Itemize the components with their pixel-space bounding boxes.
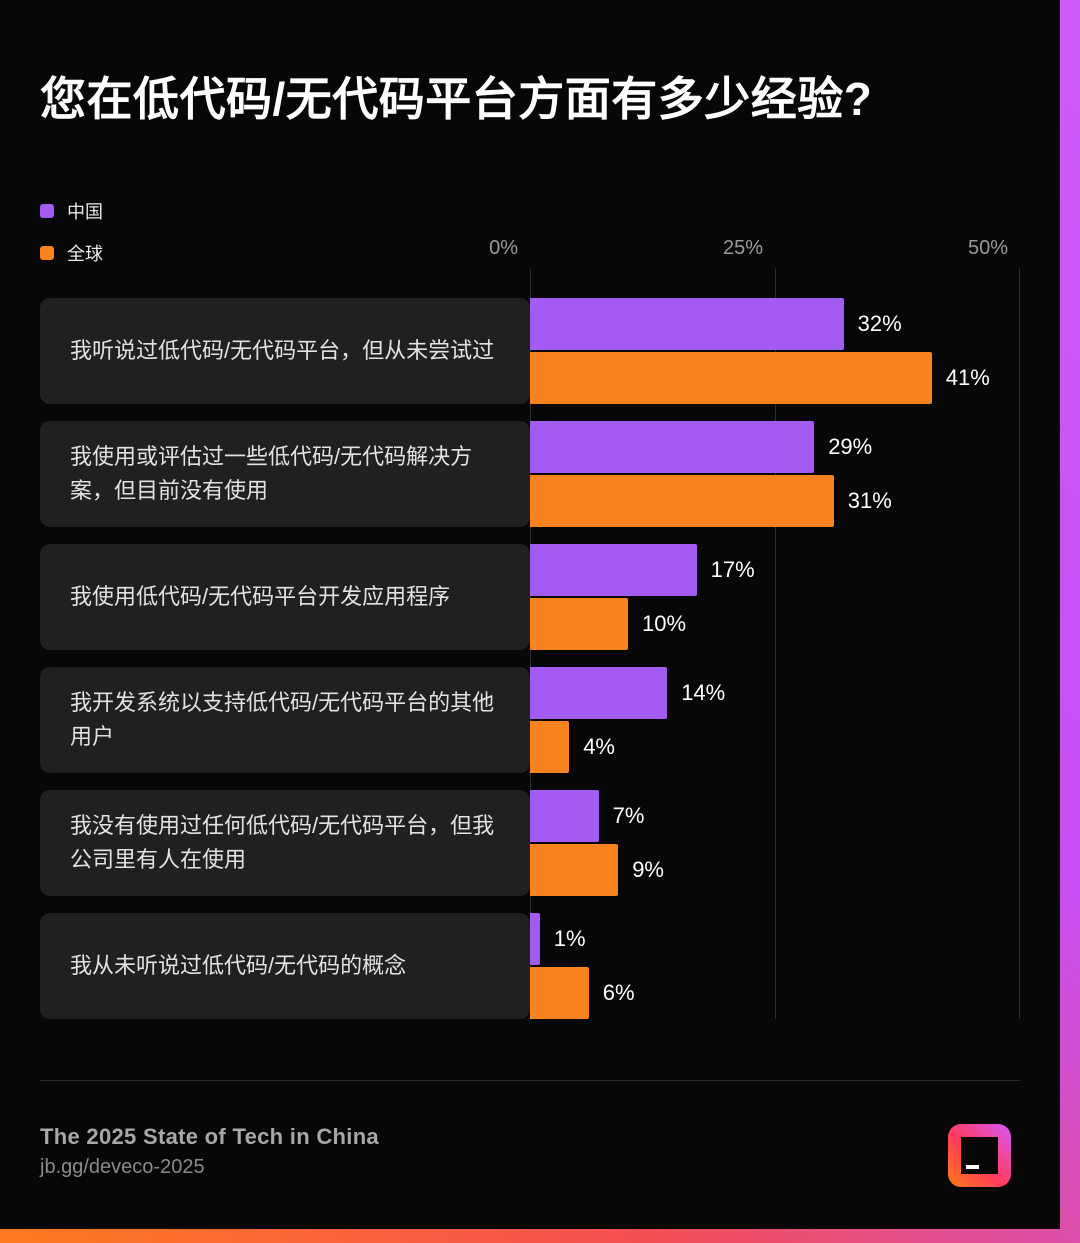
bar-全球: [530, 721, 570, 773]
bar-中国: [530, 667, 668, 719]
bar-row: 29%: [530, 421, 1020, 473]
bar-value-label: 7%: [612, 803, 645, 828]
bar-value-label: 31%: [847, 488, 892, 513]
footer-link: jb.gg/deveco-2025: [40, 1156, 205, 1178]
bar-中国: [530, 790, 599, 842]
axis-tick-label: 0%: [489, 237, 518, 259]
bar-value-label: 10%: [642, 611, 687, 636]
bar-row: 6%: [530, 967, 1020, 1019]
bar-row: 1%: [530, 913, 1020, 965]
footer-divider: [40, 1080, 1020, 1081]
bar-group: 32% 41%: [530, 298, 1020, 404]
bar-row: 7%: [530, 790, 1020, 842]
chart-row: 我开发系统以支持低代码/无代码平台的其他用户 14% 4%: [40, 667, 1020, 773]
bar-group: 14% 4%: [530, 667, 1020, 773]
bar-group: 1% 6%: [530, 913, 1020, 1019]
category-label: 我从未听说过低代码/无代码的概念: [40, 913, 530, 1019]
chart-row: 我从未听说过低代码/无代码的概念 1% 6%: [40, 913, 1020, 1019]
axis-tick-label: 50%: [967, 237, 1008, 259]
bar-row: 31%: [530, 475, 1020, 527]
bar-value-label: 9%: [632, 857, 664, 882]
chart-row: 我没有使用过任何低代码/无代码平台，但我公司里有人在使用 7% 9%: [40, 790, 1020, 896]
legend-swatch: [40, 204, 54, 218]
category-label: 我开发系统以支持低代码/无代码平台的其他用户: [40, 667, 530, 773]
chart-row: 我使用或评估过一些低代码/无代码解决方案，但目前没有使用 29% 31%: [40, 421, 1020, 527]
chart-rows: 我听说过低代码/无代码平台，但从未尝试过 32% 41% 我使用或评估过一些低代码/无…: [40, 298, 1020, 1036]
bar-全球: [530, 352, 932, 404]
bar-中国: [530, 421, 815, 473]
bar-group: 7% 9%: [530, 790, 1020, 896]
axis-labels: 0% 25% 50%: [489, 237, 1020, 263]
bar-value-label: 41%: [945, 365, 990, 390]
legend-label: 全球: [67, 244, 103, 264]
gridline: [1019, 268, 1020, 1019]
bar-row: 32%: [530, 298, 1020, 350]
category-label: 我使用低代码/无代码平台开发应用程序: [40, 544, 530, 650]
bar-全球: [530, 967, 589, 1019]
legend-item: 中国: [40, 200, 103, 222]
bar-全球: [530, 844, 619, 896]
bar-value-label: 1%: [553, 926, 586, 951]
bar-value-label: 29%: [828, 434, 873, 459]
bar-group: 29% 31%: [530, 421, 1020, 527]
bar-value-label: 6%: [602, 980, 635, 1005]
content-panel: 您在低代码/无代码平台方面有多少经验? 中国全球 0% 25% 50% 我听说过低代…: [40, 73, 1020, 1187]
bar-全球: [530, 598, 628, 650]
logo-underscore-icon: [966, 1165, 979, 1169]
bar-value-label: 4%: [583, 734, 615, 759]
category-label: 我没有使用过任何低代码/无代码平台，但我公司里有人在使用: [40, 790, 530, 896]
legend-label: 中国: [67, 202, 103, 222]
bar-row: 10%: [530, 598, 1020, 650]
logo-inner-square: [961, 1137, 998, 1174]
chart-row: 我听说过低代码/无代码平台，但从未尝试过 32% 41%: [40, 298, 1020, 404]
bar-row: 17%: [530, 544, 1020, 596]
footer-title: The 2025 State of Tech in China: [40, 1124, 379, 1149]
bar-group: 17% 10%: [530, 544, 1020, 650]
bar-row: 14%: [530, 667, 1020, 719]
bar-value-label: 14%: [681, 680, 726, 705]
bar-row: 41%: [530, 352, 1020, 404]
bar-中国: [530, 544, 697, 596]
legend-item: 全球: [40, 242, 103, 264]
bar-value-label: 17%: [710, 557, 755, 582]
category-label: 我听说过低代码/无代码平台，但从未尝试过: [40, 298, 530, 404]
chart-row: 我使用低代码/无代码平台开发应用程序 17% 10%: [40, 544, 1020, 650]
bar-全球: [530, 475, 834, 527]
bar-中国: [530, 913, 540, 965]
bar-中国: [530, 298, 844, 350]
category-label: 我使用或评估过一些低代码/无代码解决方案，但目前没有使用: [40, 421, 530, 527]
bar-value-label: 32%: [857, 311, 902, 336]
legend-swatch: [40, 246, 54, 260]
jetbrains-logo: [948, 1124, 1011, 1187]
bar-row: 9%: [530, 844, 1020, 896]
legend: 中国 全球: [40, 200, 103, 284]
bar-row: 4%: [530, 721, 1020, 773]
axis-tick-label: 25%: [722, 237, 763, 259]
page-title: 您在低代码/无代码平台方面有多少经验?: [40, 73, 873, 125]
gridline: [775, 268, 776, 1019]
